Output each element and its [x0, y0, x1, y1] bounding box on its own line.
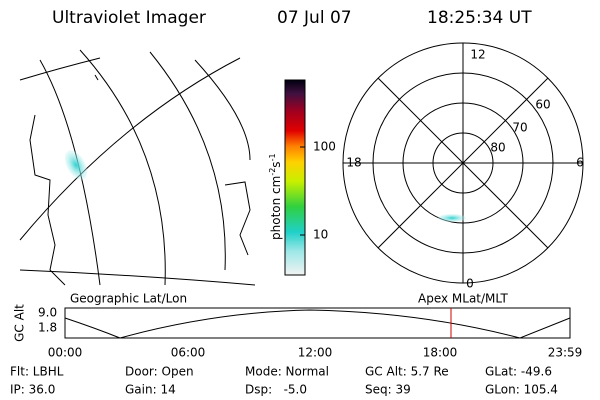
mlt-label: 0: [466, 277, 474, 291]
colorbar-tick: 10: [313, 228, 328, 242]
map-panel: [19, 49, 256, 286]
footer-field: GC Alt: 5.7 Re: [365, 365, 449, 379]
alt-curve: [64, 309, 571, 339]
lat-label: 70: [512, 121, 527, 135]
alt-xtick: 18:00: [423, 346, 458, 360]
alt-xtick: 00:00: [48, 346, 83, 360]
mlt-label: 18: [346, 156, 361, 170]
polar-plot: [342, 42, 584, 284]
title: Ultraviolet Imager: [52, 8, 206, 28]
alt-xtick: 23:59: [548, 346, 583, 360]
colorbar-tick: 100: [313, 140, 336, 154]
alt-ytick: 1.8: [38, 321, 57, 335]
alt-xtick: 06:00: [171, 346, 206, 360]
footer-field: IP: 36.0: [10, 383, 55, 397]
footer-field: GLat: -49.6: [485, 365, 552, 379]
colorbar-label: photon cm-2s-1: [268, 153, 283, 240]
lat-label: 80: [490, 141, 505, 155]
footer-field: Seq: 39: [365, 383, 411, 397]
time: 18:25:34 UT: [427, 8, 532, 28]
mlt-label: 6: [576, 156, 584, 170]
colorbar: [284, 79, 306, 276]
lat-label: 60: [535, 98, 550, 112]
alt-plot: [64, 307, 571, 339]
alt-axis-label: GC Alt: [13, 304, 27, 342]
footer-field: Dsp: -5.0: [245, 383, 307, 397]
mlt-label: 12: [470, 48, 485, 62]
footer: Flt: LBHL Door: Open Mode: Normal GC Alt: 5…: [10, 365, 558, 397]
date: 07 Jul 07: [277, 8, 352, 28]
footer-field: Flt: LBHL: [10, 365, 64, 379]
footer-field: GLon: 105.4: [485, 383, 558, 397]
footer-field: Door: Open: [125, 365, 194, 379]
footer-field: Gain: 14: [125, 383, 176, 397]
alt-title: Apex MLat/MLT: [418, 292, 508, 306]
alt-ytick: 9.0: [38, 306, 57, 320]
alt-title: Geographic Lat/Lon: [70, 292, 187, 306]
footer-field: Mode: Normal: [245, 365, 329, 379]
alt-xtick: 12:00: [298, 346, 333, 360]
